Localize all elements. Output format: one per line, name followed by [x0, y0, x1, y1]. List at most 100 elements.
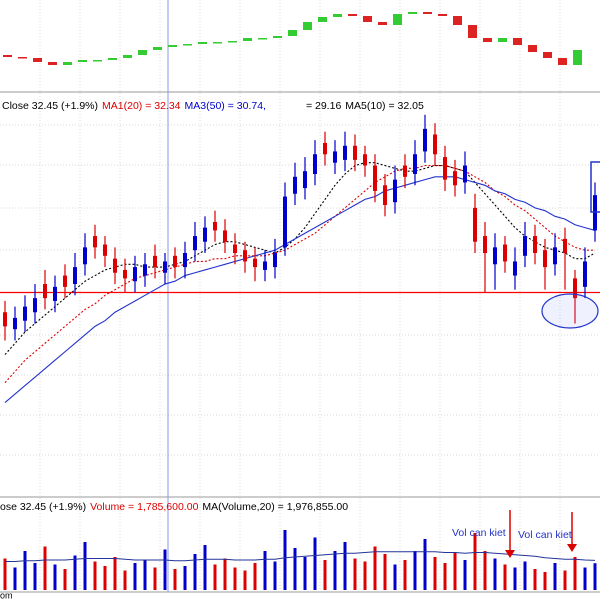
volume-bar [173, 569, 177, 590]
candle-body [13, 317, 17, 330]
candle-body [233, 244, 237, 253]
volume-bar [353, 558, 357, 590]
volume-bar [163, 549, 167, 590]
candle-body [473, 207, 477, 242]
index-candle [558, 58, 567, 65]
candle-body [363, 154, 367, 166]
volume-bar [143, 560, 147, 590]
candle-body [383, 185, 387, 206]
volume-bar [413, 551, 417, 590]
volume-bar [373, 546, 377, 590]
index-candle [18, 57, 27, 59]
index-candle [258, 38, 267, 40]
volume-bar [443, 563, 447, 590]
index-candle [168, 45, 177, 47]
candle-body [483, 236, 487, 253]
index-candle [198, 42, 207, 44]
candle-body [303, 171, 307, 189]
index-candle [78, 60, 87, 62]
volume-bar [203, 545, 207, 590]
candle-body [193, 236, 197, 251]
legend-item: Volume = 1,785,600.00 [90, 501, 198, 513]
index-candle [93, 60, 102, 62]
volume-bar [123, 570, 127, 590]
legend-item: MA(Volume,20) = 1,976,855.00 [202, 501, 348, 513]
candle-body [413, 154, 417, 174]
volume-bar [343, 542, 347, 590]
index-candle [498, 38, 507, 42]
candle-body [173, 255, 177, 268]
volume-bar [233, 567, 237, 590]
index-candle [573, 50, 582, 65]
candle-body [203, 227, 207, 242]
candle-body [503, 244, 507, 262]
volume-bar [483, 551, 487, 590]
index-candle [228, 41, 237, 43]
index-candle [333, 14, 342, 17]
candle-body [213, 221, 217, 231]
index-candle [3, 55, 12, 57]
legend-item: ose 32.45 (+1.9%) [0, 501, 86, 513]
index-candle [108, 58, 117, 60]
candle-body [333, 151, 337, 163]
candle-body [143, 264, 147, 276]
candle-body [63, 275, 67, 287]
volume-bar [363, 561, 367, 590]
candle-body [183, 253, 187, 268]
footer: om [0, 590, 13, 600]
volume-bar [223, 558, 227, 590]
candle-body [573, 278, 577, 299]
index-candle [318, 17, 327, 22]
volume-bar [553, 563, 557, 590]
volume-bar [303, 557, 307, 590]
candle-body [283, 196, 287, 248]
candle-body [533, 236, 537, 253]
index-candle [438, 14, 447, 16]
volume-bar [473, 533, 477, 590]
highlight-box [590, 161, 600, 213]
volume-bar [263, 551, 267, 590]
volume-bar [593, 563, 597, 590]
candle-body [113, 258, 117, 273]
candle-body [523, 236, 527, 256]
candle-body [543, 250, 547, 268]
volume-bar [33, 563, 37, 590]
index-candle [393, 14, 402, 25]
volume-bar [243, 570, 247, 590]
volume-bar [273, 561, 277, 590]
index-candle [363, 16, 372, 22]
candle-body [53, 286, 57, 301]
volume-bar [193, 554, 197, 590]
candle-body [463, 165, 467, 183]
index-candle [63, 62, 72, 65]
volume-bar [393, 564, 397, 590]
index-candle [453, 16, 462, 25]
index-candle [288, 30, 297, 36]
index-candle [543, 52, 552, 58]
volume-bar [53, 564, 57, 590]
index-candle [243, 38, 252, 41]
index-candle [408, 12, 417, 14]
candle-body [43, 284, 47, 299]
volume-bar [183, 566, 187, 590]
index-candle [138, 50, 147, 55]
index-candle [468, 25, 477, 38]
candle-body [433, 134, 437, 155]
index-candle [213, 42, 222, 44]
legend-item: MA5(10) = 32.05 [345, 100, 424, 112]
candle-body [423, 128, 427, 152]
volume-bar [543, 572, 547, 590]
volume-bar [63, 569, 67, 590]
volume-bar [323, 560, 327, 590]
candle-body [493, 247, 497, 265]
index-candle [48, 62, 57, 65]
index-candle [423, 12, 432, 14]
volume-bar [3, 558, 7, 590]
volume-bar [113, 557, 117, 590]
volume-bar [253, 563, 257, 590]
volume-bar [503, 564, 507, 590]
index-candle [123, 55, 132, 58]
annotation: Vol can kiet [518, 529, 572, 541]
volume-bar [13, 567, 17, 590]
